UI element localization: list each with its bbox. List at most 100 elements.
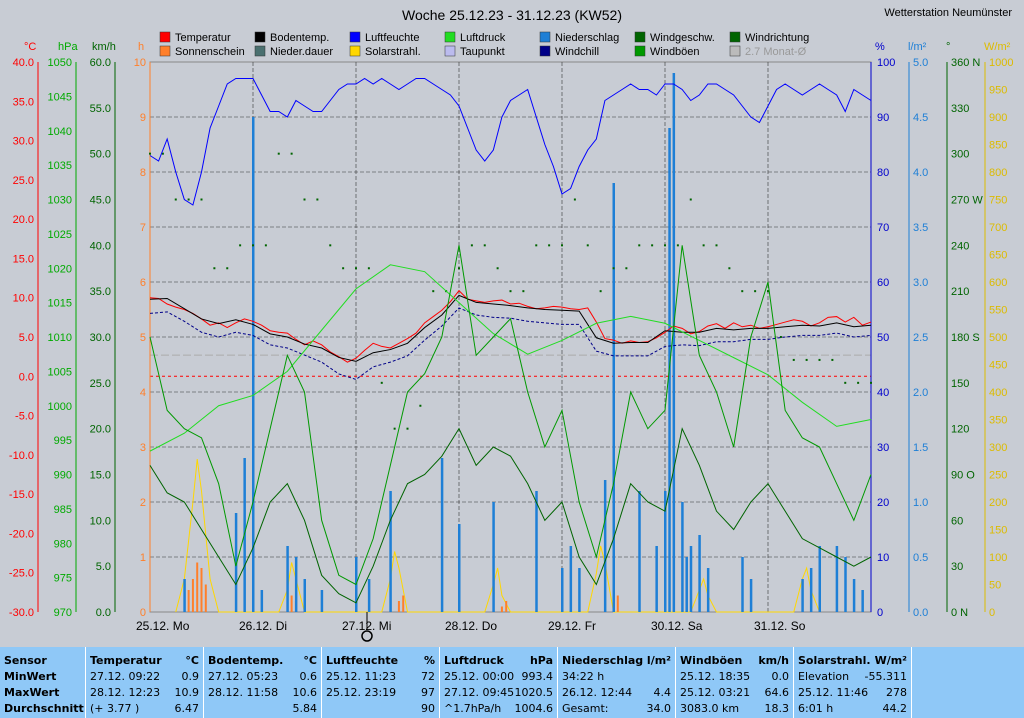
wind-direction-dot xyxy=(625,267,628,270)
legend-label: Niederschlag xyxy=(555,32,619,44)
stats-header: Windböen km/h xyxy=(680,654,789,667)
stats-column: Bodentemp. °C 27.12. 05:23 0.6 28.12. 11:58 1… xyxy=(204,647,322,718)
axis-tick-label-solar: 150 xyxy=(989,525,1007,537)
stats-column: Windböen km/h 25.12. 18:35 0.0 25.12. 03:21 6… xyxy=(676,647,794,718)
rain-bar xyxy=(561,568,564,612)
axis-tick-label-solar: 700 xyxy=(989,222,1007,234)
stats-cell: MinWert xyxy=(4,670,57,683)
axis-tick-label-wind: 15.0 xyxy=(90,470,111,482)
axis-tick-label-sun: 1 xyxy=(140,552,146,564)
legend-label: Windböen xyxy=(650,46,700,58)
wind-direction-dot xyxy=(792,358,795,361)
stats-cell: ^1.7hPa/h 1004.6 xyxy=(444,702,553,715)
wind-direction-dot xyxy=(715,244,718,247)
rain-bar xyxy=(664,491,667,612)
rain-bar xyxy=(294,557,298,612)
axis-tick-label-direction: 210 xyxy=(951,286,969,298)
axis-tick-label-temp: -20.0 xyxy=(9,528,34,540)
wind-direction-dot xyxy=(586,244,589,247)
axis-tick-label-solar: 650 xyxy=(989,250,1007,262)
axis-tick-label-pressure: 1015 xyxy=(48,298,72,310)
stats-header: Luftfeuchte% xyxy=(326,654,435,667)
axis-tick-label-pressure: 1000 xyxy=(48,401,72,413)
axis-tick-label-pressure: 1035 xyxy=(48,160,72,172)
sun-bar xyxy=(397,601,400,612)
axis-tick-label-direction: 120 xyxy=(951,424,969,436)
rain-bar xyxy=(852,579,856,612)
rain-bar xyxy=(844,557,847,612)
wind-direction-dot xyxy=(432,290,435,293)
rain-bar xyxy=(741,557,744,612)
cursor-icon[interactable] xyxy=(361,612,373,642)
axis-tick-label-rain: 1.5 xyxy=(913,442,928,454)
x-tick-label: 25.12. Mo xyxy=(136,619,190,633)
axis-tick-label-solar: 250 xyxy=(989,470,1007,482)
axis-tick-label-humidity: 50 xyxy=(877,332,889,344)
wind-direction-dot xyxy=(277,152,280,155)
wind-direction-dot xyxy=(200,198,203,201)
axis-tick-label-temp: 5.0 xyxy=(19,332,34,344)
rain-bar xyxy=(706,568,710,612)
series-line-windgeschw- xyxy=(149,427,872,604)
stats-header: Niederschlag l/m² xyxy=(562,654,671,667)
axis-tick-label-direction: 30 xyxy=(951,561,963,573)
wind-direction-dot xyxy=(213,267,216,270)
wind-direction-dot xyxy=(496,267,499,270)
x-tick-label: 26.12. Di xyxy=(239,619,287,633)
axis-tick-label-solar: 400 xyxy=(989,387,1007,399)
legend: Temperatur Bodentemp. Luftfeuchte Luftdruck… xyxy=(159,31,809,58)
axis-tick-label-humidity: 60 xyxy=(877,277,889,289)
stats-cell: 26.12. 12:44 4.4 xyxy=(562,686,671,699)
series-line-windb-en xyxy=(149,245,872,586)
axis-unit-rain: l/m² xyxy=(908,41,927,53)
rain-bar xyxy=(492,502,495,612)
sun-bar xyxy=(187,590,190,612)
series-line-bodentemp- xyxy=(149,294,872,362)
lines-layer xyxy=(149,77,872,604)
axis-tick-label-solar: 900 xyxy=(989,112,1007,124)
wind-direction-dot xyxy=(651,244,654,247)
x-tick-label: 31.12. So xyxy=(754,619,806,633)
legend-swatch xyxy=(729,45,741,57)
wind-direction-dot xyxy=(805,358,808,361)
wind-direction-dot xyxy=(226,267,229,270)
axis-tick-label-solar: 750 xyxy=(989,195,1007,207)
wind-direction-dot xyxy=(535,244,538,247)
wind-direction-dot xyxy=(355,267,357,270)
legend-label: Luftfeuchte xyxy=(365,32,419,44)
stats-cell: Gesamt: 34.0 xyxy=(562,702,671,715)
axis-tick-label-sun: 0 xyxy=(140,607,146,619)
axis-tick-label-sun: 9 xyxy=(140,112,146,124)
axis-tick-label-temp: -25.0 xyxy=(9,568,34,580)
axis-tick-label-pressure: 980 xyxy=(54,538,72,550)
axis-tick-label-temp: -15.0 xyxy=(9,489,34,501)
axis-tick-label-direction: 270 W xyxy=(951,195,983,207)
axis-tick-label-sun: 5 xyxy=(140,332,146,344)
wind-direction-dot xyxy=(612,267,615,270)
stats-header: Sensor xyxy=(4,654,47,667)
axis-tick-label-temp: -10.0 xyxy=(9,450,34,462)
wind-direction-dot xyxy=(239,244,242,247)
axis-tick-label-temp: 30.0 xyxy=(13,136,34,148)
wind-direction-dot xyxy=(548,244,551,247)
stats-cell: Elevation -55.311 xyxy=(798,670,907,683)
sun-bar xyxy=(402,595,405,612)
rain-bar xyxy=(389,491,392,612)
axis-tick-label-sun: 10 xyxy=(134,57,146,69)
sun-bar xyxy=(200,568,203,612)
stats-cell: 28.12. 11:58 10.6 xyxy=(208,686,317,699)
rain-bar xyxy=(749,579,753,612)
axis-tick-label-rain: 3.0 xyxy=(913,277,928,289)
axis-tick-label-pressure: 975 xyxy=(54,573,72,585)
sun-bar xyxy=(505,601,508,612)
rain-bar xyxy=(286,546,289,612)
x-tick-label: 29.12. Fr xyxy=(548,619,596,633)
wind-direction-dot xyxy=(561,244,563,247)
stats-cell: 25.12. 03:21 64.6 xyxy=(680,686,789,699)
legend-label: Windchill xyxy=(555,46,599,58)
axis-tick-label-humidity: 20 xyxy=(877,497,889,509)
wind-direction-dot xyxy=(367,267,370,270)
legend-swatch xyxy=(254,31,266,43)
series-line-luftfeuchte xyxy=(149,77,872,206)
wind-direction-dot xyxy=(599,290,602,293)
